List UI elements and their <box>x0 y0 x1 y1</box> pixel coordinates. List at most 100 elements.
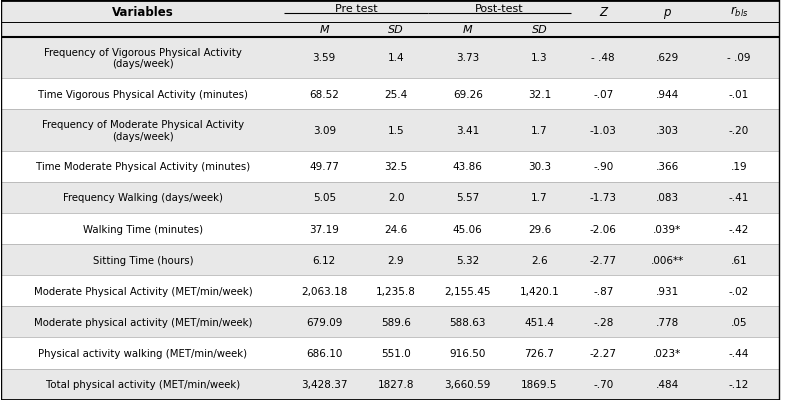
Text: M: M <box>463 25 473 35</box>
Bar <box>2 110 778 151</box>
Text: 726.7: 726.7 <box>525 348 554 358</box>
Text: -2.27: -2.27 <box>590 348 617 358</box>
Text: 2.9: 2.9 <box>388 255 404 265</box>
Text: 25.4: 25.4 <box>384 89 408 99</box>
Text: 5.32: 5.32 <box>456 255 479 265</box>
Text: 3.73: 3.73 <box>456 53 479 63</box>
Text: .629: .629 <box>655 53 678 63</box>
Bar <box>2 151 778 182</box>
Text: 686.10: 686.10 <box>306 348 342 358</box>
Text: 2.0: 2.0 <box>388 193 404 203</box>
Text: .19: .19 <box>730 162 747 172</box>
Text: 2,063.18: 2,063.18 <box>301 286 347 296</box>
Text: -.28: -.28 <box>593 317 614 327</box>
Text: 3,428.37: 3,428.37 <box>301 379 347 389</box>
Text: -.12: -.12 <box>729 379 749 389</box>
Text: .931: .931 <box>655 286 678 296</box>
Bar <box>2 38 778 79</box>
Text: 5.57: 5.57 <box>456 193 479 203</box>
Text: -1.73: -1.73 <box>590 193 617 203</box>
Bar <box>2 79 778 110</box>
Text: Frequency Walking (days/week): Frequency Walking (days/week) <box>63 193 223 203</box>
Bar <box>2 369 778 400</box>
Text: 45.06: 45.06 <box>453 224 482 234</box>
Text: - .09: - .09 <box>727 53 750 63</box>
Text: 3.41: 3.41 <box>456 126 479 136</box>
Text: 1.7: 1.7 <box>531 193 548 203</box>
Text: Z: Z <box>599 6 607 19</box>
Text: .023*: .023* <box>653 348 681 358</box>
Text: .303: .303 <box>655 126 678 136</box>
Text: 1.7: 1.7 <box>531 126 548 136</box>
Bar <box>2 245 778 275</box>
Text: -.01: -.01 <box>729 89 749 99</box>
Bar <box>2 338 778 369</box>
Bar <box>2 23 778 38</box>
Bar <box>2 213 778 245</box>
Text: Frequency of Vigorous Physical Activity
(days/week): Frequency of Vigorous Physical Activity … <box>44 47 242 69</box>
Text: SD: SD <box>532 25 547 35</box>
Text: 451.4: 451.4 <box>525 317 554 327</box>
Text: .61: .61 <box>730 255 747 265</box>
Text: 1827.8: 1827.8 <box>378 379 414 389</box>
Text: -.90: -.90 <box>593 162 614 172</box>
Text: -2.77: -2.77 <box>590 255 617 265</box>
Text: 3.59: 3.59 <box>313 53 336 63</box>
Text: 1,235.8: 1,235.8 <box>376 286 416 296</box>
Text: .039*: .039* <box>653 224 681 234</box>
Text: 2.6: 2.6 <box>531 255 548 265</box>
Text: .778: .778 <box>655 317 678 327</box>
Text: Moderate Physical Activity (MET/min/week): Moderate Physical Activity (MET/min/week… <box>34 286 252 296</box>
Text: -1.03: -1.03 <box>590 126 617 136</box>
Text: 551.0: 551.0 <box>381 348 411 358</box>
Text: Physical activity walking (MET/min/week): Physical activity walking (MET/min/week) <box>38 348 247 358</box>
Text: 68.52: 68.52 <box>310 89 339 99</box>
Text: 1.4: 1.4 <box>388 53 404 63</box>
Text: .366: .366 <box>655 162 678 172</box>
Text: 30.3: 30.3 <box>528 162 551 172</box>
Text: 5.05: 5.05 <box>313 193 336 203</box>
Text: 69.26: 69.26 <box>453 89 482 99</box>
Text: .944: .944 <box>655 89 678 99</box>
Bar <box>2 275 778 306</box>
Text: Time Vigorous Physical Activity (minutes): Time Vigorous Physical Activity (minutes… <box>38 89 248 99</box>
Text: - .48: - .48 <box>591 53 615 63</box>
Text: .006**: .006** <box>650 255 684 265</box>
Text: Moderate physical activity (MET/min/week): Moderate physical activity (MET/min/week… <box>34 317 252 327</box>
Text: .083: .083 <box>655 193 678 203</box>
Bar <box>2 306 778 338</box>
Text: 37.19: 37.19 <box>310 224 339 234</box>
Bar <box>2 1 778 23</box>
Text: 2,155.45: 2,155.45 <box>445 286 491 296</box>
Text: -2.06: -2.06 <box>590 224 617 234</box>
Text: 916.50: 916.50 <box>450 348 486 358</box>
Text: Total physical activity (MET/min/week): Total physical activity (MET/min/week) <box>46 379 240 389</box>
Text: 3,660.59: 3,660.59 <box>445 379 491 389</box>
Text: 24.6: 24.6 <box>384 224 408 234</box>
Text: 589.6: 589.6 <box>381 317 411 327</box>
Text: 32.5: 32.5 <box>384 162 408 172</box>
Text: 32.1: 32.1 <box>528 89 551 99</box>
Text: Variables: Variables <box>112 6 174 19</box>
Text: $\it{r}_{bls}$: $\it{r}_{bls}$ <box>730 5 748 19</box>
Text: SD: SD <box>388 25 404 35</box>
Text: 1,420.1: 1,420.1 <box>520 286 559 296</box>
Text: 29.6: 29.6 <box>528 224 551 234</box>
Text: .484: .484 <box>655 379 678 389</box>
Text: -.42: -.42 <box>729 224 749 234</box>
Text: -.02: -.02 <box>729 286 749 296</box>
Text: Walking Time (minutes): Walking Time (minutes) <box>83 224 203 234</box>
Text: Pre test: Pre test <box>335 4 378 14</box>
Text: 1.5: 1.5 <box>388 126 404 136</box>
Text: 588.63: 588.63 <box>450 317 486 327</box>
Bar <box>2 182 778 213</box>
Text: -.41: -.41 <box>729 193 749 203</box>
Text: 6.12: 6.12 <box>313 255 336 265</box>
Text: 1869.5: 1869.5 <box>522 379 558 389</box>
Text: 679.09: 679.09 <box>306 317 342 327</box>
Text: -.87: -.87 <box>593 286 614 296</box>
Text: Post-test: Post-test <box>475 4 524 14</box>
Text: Sitting Time (hours): Sitting Time (hours) <box>93 255 194 265</box>
Text: 49.77: 49.77 <box>310 162 339 172</box>
Text: Frequency of Moderate Physical Activity
(days/week): Frequency of Moderate Physical Activity … <box>42 120 244 142</box>
